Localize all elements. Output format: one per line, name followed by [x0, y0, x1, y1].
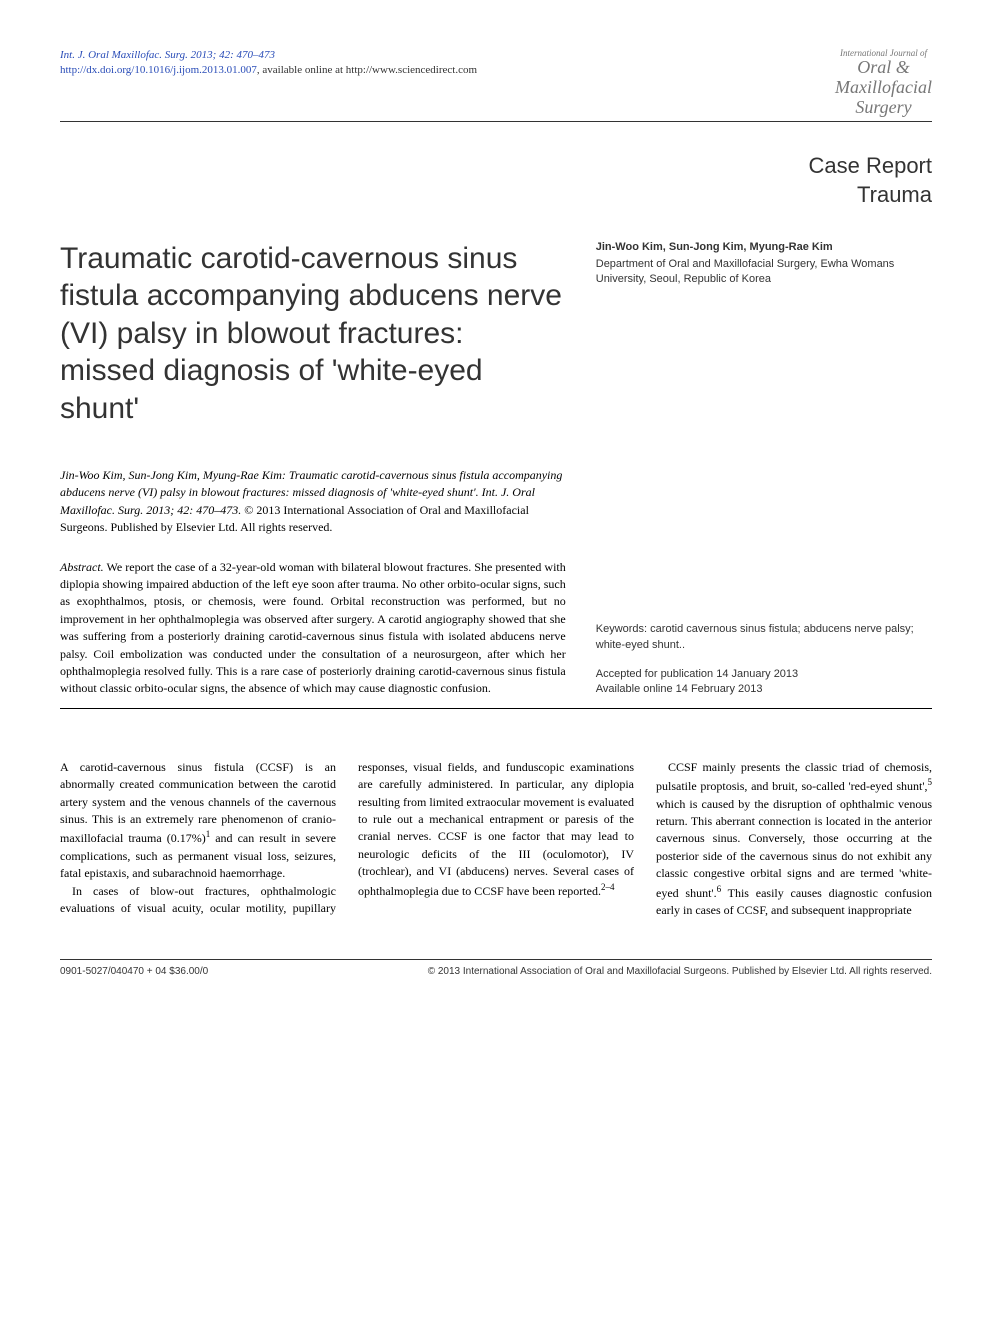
body-para-3: CCSF mainly presents the classic triad o…	[656, 759, 932, 920]
author-affiliation: Department of Oral and Maxillofacial Sur…	[596, 257, 932, 288]
page-header: Int. J. Oral Maxillofac. Surg. 2013; 42:…	[60, 48, 932, 117]
journal-name-2: Maxillofacial	[835, 78, 932, 98]
journal-name-1: Oral &	[835, 58, 932, 78]
authors-block: Jin-Woo Kim, Sun-Jong Kim, Myung-Rae Kim…	[596, 240, 932, 288]
ref-2-4[interactable]: 2–4	[601, 882, 615, 892]
header-rule	[60, 121, 932, 122]
accepted-date: Accepted for publication 14 January 2013	[596, 667, 932, 682]
keywords-block: Keywords: carotid cavernous sinus fistul…	[596, 622, 932, 653]
author-names: Jin-Woo Kim, Sun-Jong Kim, Myung-Rae Kim	[596, 240, 932, 255]
article-title: Traumatic carotid-cavernous sinus fistul…	[60, 240, 566, 428]
ref-5[interactable]: 5	[928, 777, 933, 787]
citation-line-1: Int. J. Oral Maxillofac. Surg. 2013; 42:…	[60, 48, 477, 63]
section-labels: Case Report Trauma	[60, 152, 932, 209]
journal-logo: International Journal of Oral & Maxillof…	[835, 48, 932, 117]
label-case-report: Case Report	[60, 152, 932, 181]
section-rule	[60, 708, 932, 709]
abstract-label: Abstract.	[60, 560, 104, 574]
keywords-label: Keywords:	[596, 623, 647, 635]
citation-paragraph: Jin-Woo Kim, Sun-Jong Kim, Myung-Rae Kim…	[60, 467, 566, 537]
body-text: A carotid-cavernous sinus fistula (CCSF)…	[60, 759, 932, 920]
citation-line-2: http://dx.doi.org/10.1016/j.ijom.2013.01…	[60, 63, 477, 78]
body-para-1: A carotid-cavernous sinus fistula (CCSF)…	[60, 759, 336, 883]
title-block: Traumatic carotid-cavernous sinus fistul…	[60, 240, 932, 428]
footer-right: © 2013 International Association of Oral…	[428, 966, 932, 977]
label-trauma: Trauma	[60, 181, 932, 210]
doi-link[interactable]: http://dx.doi.org/10.1016/j.ijom.2013.01…	[60, 64, 257, 76]
journal-name-3: Surgery	[835, 98, 932, 118]
meta-sidebar: Keywords: carotid cavernous sinus fistul…	[596, 622, 932, 698]
abstract-text: We report the case of a 32-year-old woma…	[60, 560, 566, 696]
page-footer: 0901-5027/040470 + 04 $36.00/0 © 2013 In…	[60, 959, 932, 977]
abstract-row: Abstract. We report the case of a 32-yea…	[60, 559, 932, 698]
citation-block: Int. J. Oral Maxillofac. Surg. 2013; 42:…	[60, 48, 477, 79]
online-date: Available online 14 February 2013	[596, 682, 932, 697]
footer-left: 0901-5027/040470 + 04 $36.00/0	[60, 966, 208, 977]
abstract-block: Abstract. We report the case of a 32-yea…	[60, 559, 566, 698]
